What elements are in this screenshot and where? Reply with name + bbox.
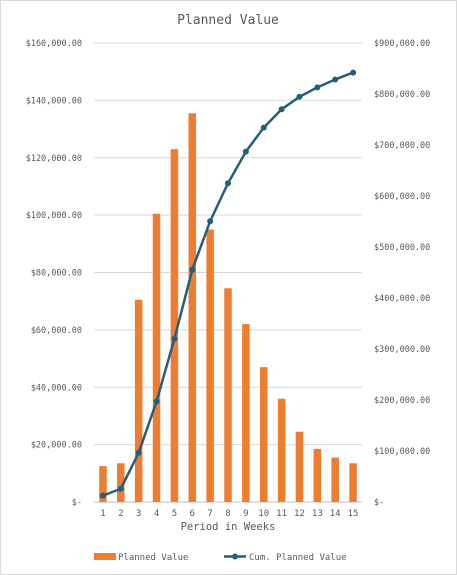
bar xyxy=(349,463,357,502)
line-point xyxy=(314,84,321,91)
bar xyxy=(224,288,232,502)
right-axis-tick-labels: $- $100,000.00 $200,000.00 $300,000.00 $400,… xyxy=(374,39,430,508)
line-point xyxy=(117,485,124,492)
bar xyxy=(313,448,322,502)
x-tick-label: 5 xyxy=(172,509,177,519)
legend-swatch-planned-value xyxy=(94,553,116,560)
left-tick-label: $60,000.00 xyxy=(31,326,82,336)
bar xyxy=(206,229,214,502)
x-tick-label: 6 xyxy=(190,509,195,519)
bar xyxy=(277,398,286,502)
bar xyxy=(170,149,179,503)
bar xyxy=(117,463,125,502)
bar xyxy=(134,299,143,502)
right-tick-label: $200,000.00 xyxy=(374,396,430,406)
line-point xyxy=(225,180,231,187)
x-tick-label: 2 xyxy=(118,509,123,519)
line-point xyxy=(171,335,178,342)
bar xyxy=(331,457,339,502)
right-tick-label: $900,000.00 xyxy=(374,39,430,49)
bar xyxy=(295,431,304,502)
right-tick-label: $400,000.00 xyxy=(374,294,430,304)
left-tick-label: $20,000.00 xyxy=(31,441,82,451)
left-tick-label: $120,000.00 xyxy=(26,154,82,164)
right-tick-label: $700,000.00 xyxy=(374,141,430,151)
line-point xyxy=(207,218,214,225)
right-tick-label: $500,000.00 xyxy=(374,243,430,253)
legend-marker-cum-planned-value xyxy=(232,553,238,560)
x-tick-label: 8 xyxy=(225,509,230,519)
x-tick-label: 12 xyxy=(294,509,305,519)
legend-label-cum-planned-value: Cum. Planned Value xyxy=(249,553,347,563)
line-point xyxy=(135,449,142,456)
x-tick-label: 11 xyxy=(276,509,287,519)
legend: Planned Value Cum. Planned Value xyxy=(94,553,347,563)
right-tick-label: $600,000.00 xyxy=(374,192,430,202)
bar xyxy=(152,213,161,503)
chart-title: Planned Value xyxy=(177,13,279,28)
left-tick-label: $140,000.00 xyxy=(26,96,82,106)
x-tick-label: 15 xyxy=(348,509,359,519)
line-point xyxy=(296,93,303,100)
left-tick-label: $80,000.00 xyxy=(31,269,82,279)
line-point xyxy=(99,492,106,499)
left-tick-label: $40,000.00 xyxy=(31,383,82,393)
line-point xyxy=(153,398,160,405)
right-tick-label: $- xyxy=(374,498,384,508)
line-point xyxy=(242,148,249,155)
x-tick-label: 10 xyxy=(258,509,269,519)
planned-value-bars xyxy=(99,113,357,503)
right-tick-label: $100,000.00 xyxy=(374,447,430,457)
right-tick-label: $800,000.00 xyxy=(374,90,430,100)
x-tick-label: 3 xyxy=(136,509,141,519)
bar xyxy=(259,367,268,502)
left-tick-label: $100,000.00 xyxy=(26,211,82,221)
line-point xyxy=(350,69,357,76)
cum-planned-value-line xyxy=(99,69,357,499)
x-tick-label: 4 xyxy=(154,509,159,519)
bar xyxy=(242,324,250,502)
x-tick-label: 1 xyxy=(100,509,105,519)
left-axis-tick-labels: $- $20,000.00 $40,000.00 $60,000.00 $80,000.… xyxy=(26,39,82,508)
x-tick-label: 9 xyxy=(243,509,248,519)
x-axis-title: Period in Weeks xyxy=(181,521,276,533)
line-point xyxy=(278,106,285,113)
bar xyxy=(188,113,197,503)
line-point xyxy=(332,76,339,83)
right-tick-label: $300,000.00 xyxy=(374,345,430,355)
x-axis-tick-labels: 1 2 3 4 5 6 7 8 9 10 11 12 13 14 15 xyxy=(100,509,358,519)
legend-label-planned-value: Planned Value xyxy=(118,553,188,563)
left-tick-label: $- xyxy=(72,498,82,508)
x-tick-label: 14 xyxy=(330,509,341,519)
x-tick-label: 13 xyxy=(312,509,323,519)
line-point xyxy=(260,124,267,131)
x-tick-label: 7 xyxy=(207,509,212,519)
line-point xyxy=(189,266,196,273)
left-tick-label: $160,000.00 xyxy=(26,39,82,49)
bar xyxy=(99,466,107,502)
